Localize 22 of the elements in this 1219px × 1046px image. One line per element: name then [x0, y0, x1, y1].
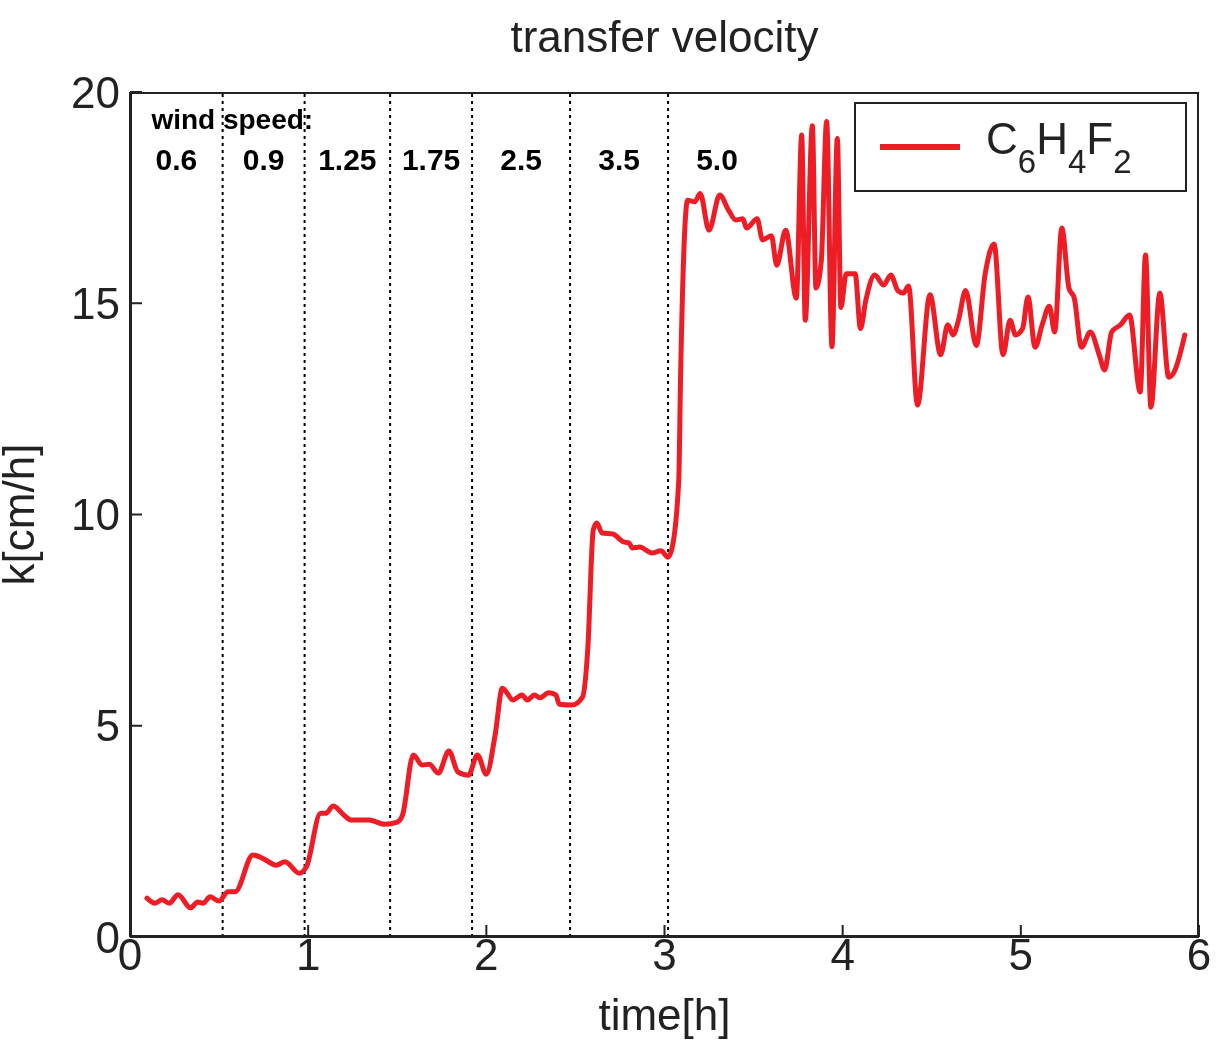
y-axis-title: k[cm/h] — [0, 443, 43, 586]
x-axis-title: time[h] — [598, 990, 731, 1039]
x-tick-label: 1 — [295, 930, 321, 980]
annotation: 1.75 — [401, 143, 461, 177]
y-tick-label: 10 — [71, 490, 120, 540]
chart-title: transfer velocity — [509, 12, 820, 62]
x-tick-label: 4 — [830, 930, 855, 980]
x-tick-label: 6 — [1186, 930, 1212, 980]
annotation: wind speed: — [150, 104, 314, 136]
x-tick-label: 2 — [474, 930, 499, 980]
annotation: 5.0 — [696, 143, 738, 177]
x-tick-label: 5 — [1008, 930, 1034, 980]
annotation: 1.25 — [318, 143, 377, 177]
y-tick-label: 20 — [71, 67, 120, 117]
annotation: 3.5 — [598, 143, 640, 177]
annotation: 0.9 — [242, 143, 285, 177]
x-tick-label: 3 — [652, 930, 677, 980]
y-tick-label: 15 — [71, 278, 120, 328]
annotation: 2.5 — [500, 143, 542, 177]
y-tick-label: 5 — [95, 701, 120, 751]
legend-label: C$_{6}$H$_{4}$F$_{2}$ — [986, 114, 1132, 180]
annotation: 0.6 — [155, 143, 198, 177]
